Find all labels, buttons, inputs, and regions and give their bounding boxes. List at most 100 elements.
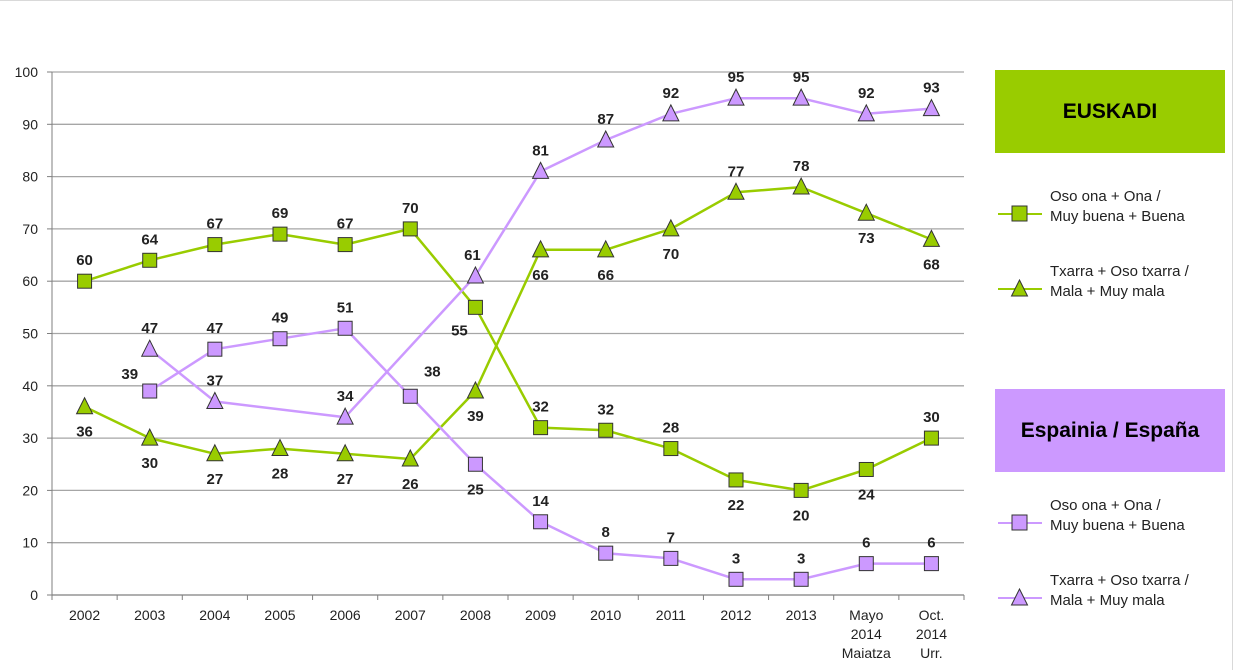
data-point-triangle xyxy=(271,438,289,457)
data-label: 61 xyxy=(464,247,481,264)
data-label: 7 xyxy=(667,529,675,546)
data-point-square xyxy=(663,550,679,566)
data-label: 92 xyxy=(663,85,680,102)
data-label: 78 xyxy=(793,158,810,175)
x-tick-label: 2006 xyxy=(330,607,361,623)
data-label: 32 xyxy=(597,401,614,418)
y-tick-label: 30 xyxy=(22,430,38,446)
data-point-triangle xyxy=(857,103,876,122)
data-point-triangle xyxy=(727,182,745,200)
x-tick-label: 2005 xyxy=(264,607,295,623)
data-point-triangle xyxy=(596,239,615,258)
data-point-square xyxy=(207,237,223,253)
legend-label-line1: Oso ona + Ona / xyxy=(1050,188,1161,205)
legend-group-espainia: Espainia / España xyxy=(995,389,1225,472)
data-point-square xyxy=(923,430,939,446)
y-tick-label: 60 xyxy=(22,273,38,289)
data-point-square xyxy=(142,383,158,399)
series-line xyxy=(149,327,932,581)
data-label: 95 xyxy=(793,69,810,86)
data-point-square xyxy=(402,388,418,404)
data-point-triangle xyxy=(857,203,876,221)
legend-triangle-marker-icon xyxy=(998,278,1042,297)
data-point-square xyxy=(858,556,874,572)
data-point-square xyxy=(402,221,418,237)
data-point-triangle xyxy=(140,339,159,357)
data-point-square xyxy=(337,237,353,253)
data-point-square xyxy=(467,456,483,472)
data-label: 6 xyxy=(927,535,935,552)
legend-group-espainia-title: Espainia / España xyxy=(1020,418,1200,442)
legend-item-espainia-bad: Txarra + Oso txarra / Mala + Muy mala xyxy=(995,571,1234,631)
legend-item-euskadi-bad: Txarra + Oso txarra / Mala + Muy mala xyxy=(995,262,1234,322)
data-label: 69 xyxy=(272,205,289,222)
data-point-square xyxy=(77,273,93,289)
data-label: 60 xyxy=(76,252,93,269)
data-label: 73 xyxy=(858,230,875,247)
data-label: 51 xyxy=(337,299,354,316)
data-point-triangle xyxy=(922,229,941,247)
data-label: 25 xyxy=(467,481,484,498)
data-label: 28 xyxy=(272,466,289,483)
data-point-square xyxy=(533,514,549,530)
x-tick-label: 2007 xyxy=(395,607,426,623)
x-tick-label: Mayo xyxy=(849,607,883,623)
data-point-triangle xyxy=(727,88,745,106)
legend-label-line1: Txarra + Oso txarra / xyxy=(1050,572,1189,589)
x-tick-label: 2010 xyxy=(590,607,621,623)
data-label: 93 xyxy=(923,80,940,97)
data-point-square xyxy=(207,341,223,357)
data-point-triangle xyxy=(531,161,550,179)
x-tick-label: 2011 xyxy=(656,607,686,623)
legend-square-marker-icon xyxy=(998,514,1042,531)
data-label: 92 xyxy=(858,85,875,102)
data-label: 47 xyxy=(207,320,224,337)
x-tick-label: 2004 xyxy=(199,607,230,623)
data-label: 8 xyxy=(602,524,610,541)
data-label: 55 xyxy=(451,322,468,339)
x-tick-label: 2008 xyxy=(460,607,491,623)
data-label: 27 xyxy=(207,471,224,488)
x-tick-label: Urr. xyxy=(920,645,943,661)
data-point-square xyxy=(923,556,939,572)
data-point-square xyxy=(337,320,353,336)
legend-label-line2: Muy buena + Buena xyxy=(1050,208,1185,225)
series-line xyxy=(84,227,932,492)
data-label: 38 xyxy=(424,363,441,380)
data-point-triangle xyxy=(206,443,224,462)
data-label: 95 xyxy=(728,69,745,86)
y-tick-label: 100 xyxy=(15,64,39,80)
data-label: 39 xyxy=(467,408,484,425)
data-label: 37 xyxy=(207,372,224,389)
data-label: 22 xyxy=(728,497,745,514)
data-label: 67 xyxy=(337,216,354,233)
data-label: 67 xyxy=(207,216,224,233)
data-label: 39 xyxy=(121,366,138,383)
legend-label-line2: Mala + Muy mala xyxy=(1050,592,1165,609)
data-point-triangle xyxy=(792,88,810,106)
x-tick-label: 2003 xyxy=(134,607,165,623)
legend-triangle-marker-icon xyxy=(998,587,1042,606)
legend-label-line1: Txarra + Oso txarra / xyxy=(1050,263,1189,280)
legend-square-marker-icon xyxy=(998,205,1042,222)
data-point-triangle xyxy=(75,396,94,415)
data-label: 3 xyxy=(732,550,740,567)
data-label: 70 xyxy=(663,246,680,263)
legend-label-line2: Muy buena + Buena xyxy=(1050,517,1185,534)
data-point-square xyxy=(533,420,549,436)
data-point-square xyxy=(142,252,158,268)
data-label: 14 xyxy=(532,493,549,510)
data-point-triangle xyxy=(922,98,941,117)
data-point-triangle xyxy=(596,129,615,148)
x-tick-label: 2014 xyxy=(916,626,947,642)
data-point-square xyxy=(598,545,614,561)
data-label: 20 xyxy=(793,507,810,524)
data-label: 32 xyxy=(532,399,549,416)
data-point-square xyxy=(272,331,288,347)
y-tick-label: 90 xyxy=(22,116,38,132)
data-label: 81 xyxy=(532,142,549,159)
legend-group-euskadi: EUSKADI xyxy=(995,70,1225,153)
data-point-triangle xyxy=(140,427,159,446)
data-point-square xyxy=(793,571,809,587)
